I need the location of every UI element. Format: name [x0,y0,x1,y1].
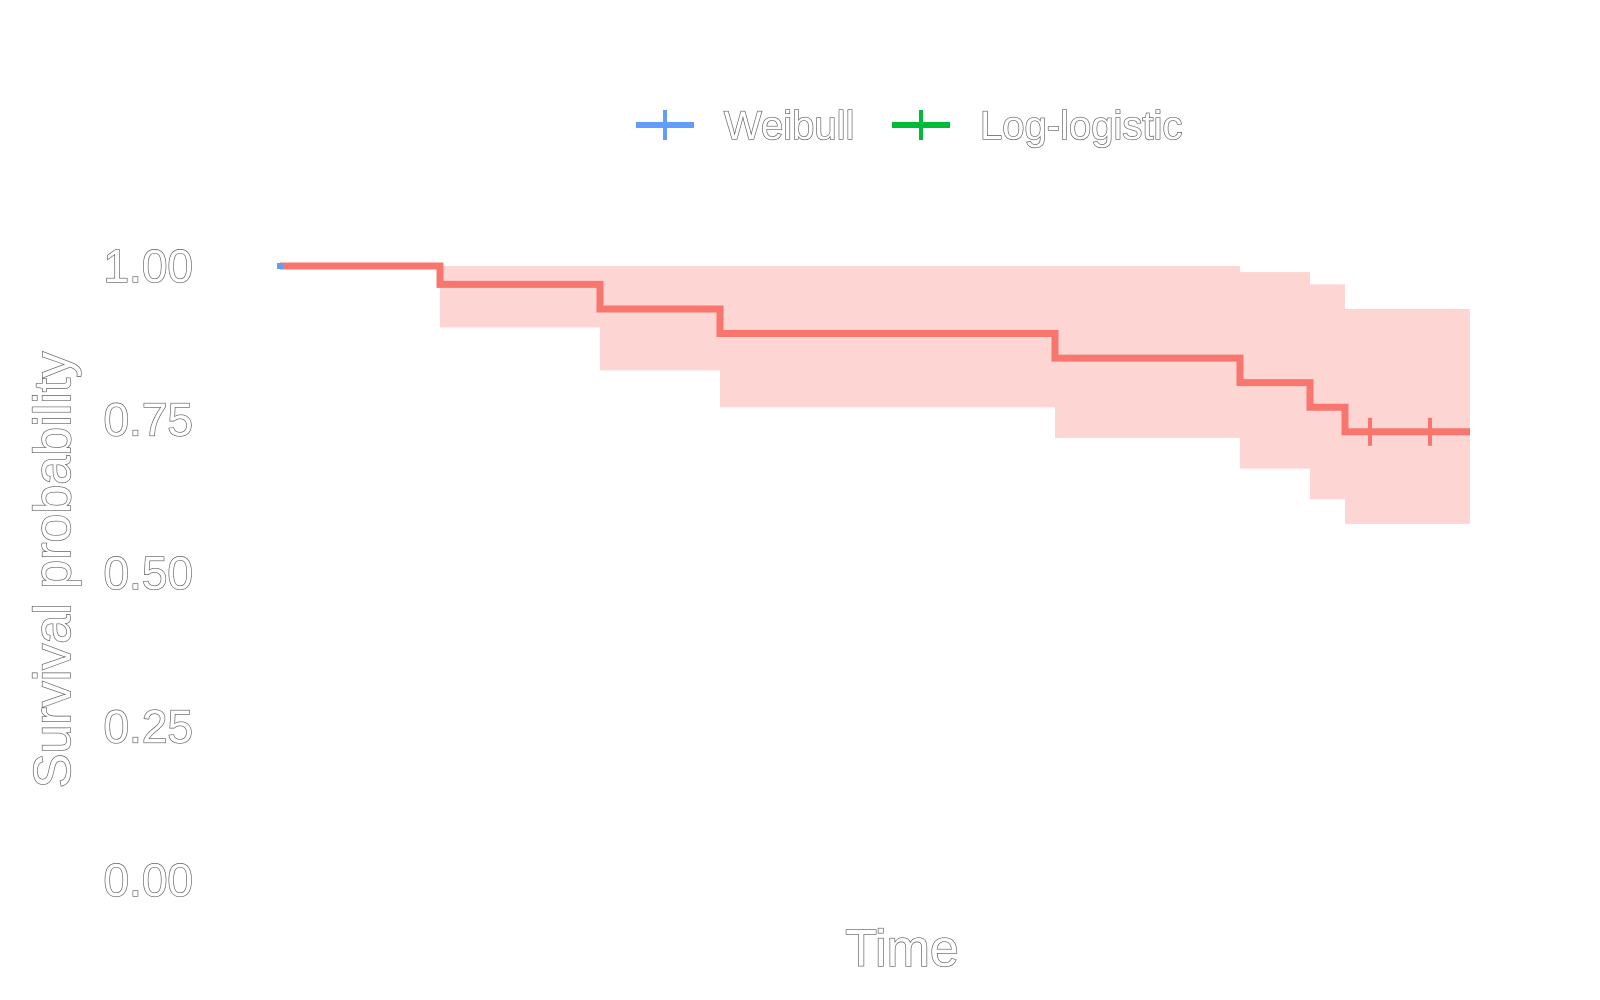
y-tick-label: 0.50 [103,547,193,599]
y-tick-labels: 0.00 0.25 0.50 0.75 1.00 [103,239,194,906]
survival-step-line [280,262,1470,436]
legend: Weibull Log-logistic [636,103,1183,149]
start-marker [277,263,283,269]
y-tick-label: 1.00 [103,240,193,292]
y-tick-label: 0.75 [103,394,193,446]
y-tick-label: 0.00 [103,854,193,906]
legend-label-log-logistic: Log-logistic [980,104,1182,148]
plot-area [277,262,1470,524]
legend-entry-weibull: Weibull [636,103,855,149]
x-axis-title: Time [845,920,959,978]
confidence-band [280,266,1470,524]
y-axis-title: Survival probability [24,352,82,788]
legend-label-weibull: Weibull [724,104,854,148]
legend-entry-log-logistic: Log-logistic [892,103,1183,149]
y-tick-label: 0.25 [103,701,193,753]
